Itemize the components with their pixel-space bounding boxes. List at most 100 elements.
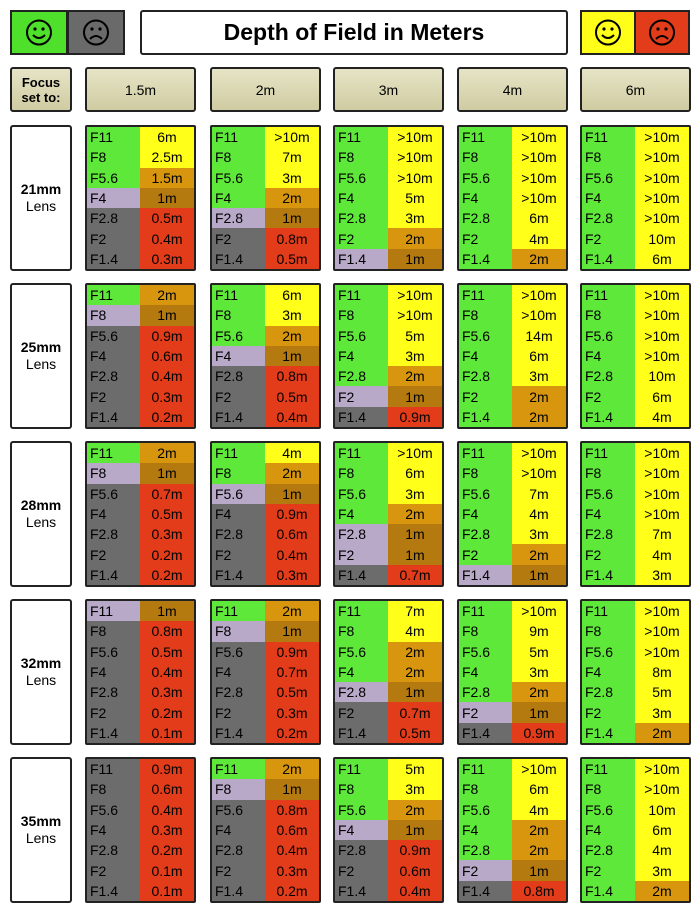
dof-row: F5.6 2m [212,325,319,346]
dof-cell: F11 >10m F8 9m F5.6 5m F4 3m F2.8 2m F2 1m F1.4 0.9m [457,599,568,745]
f-stop: F11 [335,127,388,148]
dof-row: F5.6 3m [212,167,319,188]
depth: 1m [140,463,194,484]
sad-icon [634,10,690,55]
f-stop: F2 [335,228,388,249]
lens-unit: Lens [25,198,57,214]
lens-label: 21mm Lens [10,125,72,271]
depth: >10m [635,208,689,229]
dof-row: F8 >10m [582,463,689,484]
dof-row: F1.4 3m [582,564,689,585]
f-stop: F4 [212,661,265,683]
dof-row: F11 2m [87,285,194,306]
depth: 0.1m [140,722,194,743]
depth: 3m [635,860,689,881]
f-stop: F5.6 [212,641,265,662]
depth: 4m [388,621,442,642]
f-stop: F2 [87,228,140,249]
f-stop: F4 [87,187,140,209]
f-stop: F8 [459,621,512,642]
frowny [649,19,675,46]
depth: 6m [635,819,689,841]
depth: >10m [635,641,689,662]
depth: 1.5m [140,167,194,188]
dof-row: F11 1m [87,601,194,622]
f-stop: F2 [212,702,265,723]
f-stop: F1.4 [212,406,265,427]
dof-row: F11 >10m [459,443,566,464]
f-stop: F11 [459,759,512,780]
dof-row: F2 4m [459,228,566,249]
dof-row: F1.4 0.4m [335,880,442,901]
dof-row: F8 6m [335,463,442,484]
f-stop: F4 [87,345,140,367]
depth: 7m [512,483,566,504]
depth: 0.6m [388,860,442,881]
f-stop: F1.4 [582,564,635,585]
dof-cell: F11 >10m F8 6m F5.6 4m F4 2m F2.8 2m F2 1m F1.4 0.8m [457,757,568,903]
depth: 6m [635,386,689,407]
dof-row: F4 >10m [459,187,566,209]
dof-row: F2.8 3m [459,524,566,545]
dof-row: F5.6 >10m [335,167,442,188]
dof-row: F2.8 10m [582,366,689,387]
depth: 4m [635,840,689,861]
dof-row: F11 >10m [582,285,689,306]
f-stop: F11 [335,443,388,464]
dof-cell: F11 2m F8 1m F5.6 0.9m F4 0.7m F2.8 0.5m F2 0.3m F1.… [210,599,321,745]
depth: 0.9m [140,759,194,780]
dof-row: F5.6 0.7m [87,483,194,504]
depth: 1m [512,564,566,585]
f-stop: F2 [582,702,635,723]
f-stop: F1.4 [459,248,512,269]
dof-cell: F11 2m F8 1m F5.6 0.9m F4 0.6m F2.8 0.4m F2 0.3m F1.… [85,283,196,429]
f-stop: F2 [212,386,265,407]
dof-row: F2.8 0.5m [87,208,194,229]
dof-row: F5.6 7m [459,483,566,504]
f-stop: F2.8 [459,366,512,387]
f-stop: F1.4 [335,406,388,427]
depth: >10m [635,127,689,148]
dof-row: F2 0.2m [87,544,194,565]
dof-row: F8 >10m [582,621,689,642]
f-stop: F5.6 [582,641,635,662]
lens-name: 25mm [20,339,62,355]
dof-cell: F11 1m F8 0.8m F5.6 0.5m F4 0.4m F2.8 0.3m F2 0.2m F… [85,599,196,745]
dof-cell: F11 0.9m F8 0.6m F5.6 0.4m F4 0.3m F2.8 0.2m F2 0.1… [85,757,196,903]
f-stop: F2 [87,860,140,881]
f-stop: F4 [212,503,265,525]
dof-row: F4 6m [582,819,689,841]
depth: 0.6m [140,779,194,800]
dof-row: F2 3m [582,860,689,881]
dof-row: F4 >10m [582,187,689,209]
f-stop: F8 [87,463,140,484]
depth: 0.2m [140,702,194,723]
depth: >10m [635,503,689,525]
depth: 2m [512,386,566,407]
depth: 5m [635,682,689,703]
f-stop: F2.8 [582,524,635,545]
f-stop: F4 [335,661,388,683]
dof-row: F4 0.4m [87,661,194,683]
f-stop: F2.8 [212,682,265,703]
dof-row: F2 1m [335,544,442,565]
dof-row: F4 0.6m [212,819,319,841]
dof-row: F5.6 2m [335,799,442,820]
depth: 1m [388,524,442,545]
smiley [595,19,621,46]
depth: >10m [265,127,319,148]
dof-row: F2 0.3m [87,386,194,407]
dof-row: F11 6m [212,285,319,306]
depth: 1m [140,601,194,622]
f-stop: F4 [459,345,512,367]
dof-row: F2 2m [459,544,566,565]
depth: 2m [635,722,689,743]
f-stop: F1.4 [459,406,512,427]
dof-row: F1.4 6m [582,248,689,269]
dof-cell: F11 >10m F8 >10m F5.6 7m F4 4m F2.8 3m F2 2m F1.4 1m [457,441,568,587]
dof-row: F1.4 0.2m [212,880,319,901]
f-stop: F5.6 [459,641,512,662]
depth: >10m [635,147,689,168]
depth: 2m [388,661,442,683]
